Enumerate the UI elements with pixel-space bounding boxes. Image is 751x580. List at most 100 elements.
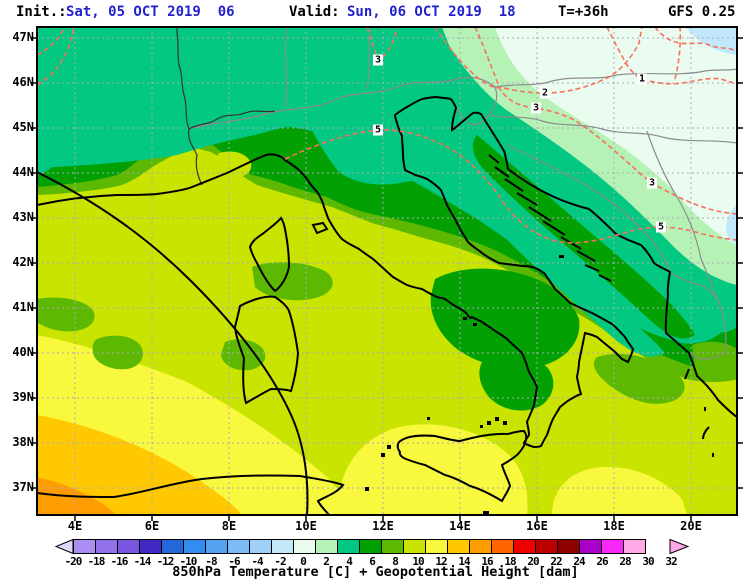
- isotherm-value-label: 3: [646, 177, 658, 189]
- colorbar-title: 850hPa Temperature [C] + Geopotential He…: [172, 564, 579, 580]
- lat-label: 47N: [12, 30, 34, 44]
- colorbar-tick-label: 0: [300, 555, 307, 568]
- colorbar-tick-label: 18: [504, 555, 516, 568]
- colorbar-cell: [95, 539, 118, 554]
- colorbar-cell: [337, 539, 360, 554]
- lat-label: 41N: [12, 300, 34, 314]
- lon-label: 12E: [372, 519, 394, 533]
- colorbar-cell: [227, 539, 250, 554]
- lon-label: 20E: [680, 519, 702, 533]
- colorbar-cell: [403, 539, 426, 554]
- weather-map: [31, 26, 743, 521]
- colorbar-cell: [117, 539, 140, 554]
- colorbar-tick-label: 30: [642, 555, 654, 568]
- colorbar-cell: [161, 539, 184, 554]
- valid-value: Sun, 06 OCT 2019 18: [347, 4, 516, 20]
- isotherm-value-label: 5: [655, 221, 667, 233]
- model-label: GFS 0.25: [668, 4, 736, 20]
- small-islands: [365, 255, 564, 514]
- lat-label: 38N: [12, 435, 34, 449]
- lat-label: 46N: [12, 75, 34, 89]
- colorbar-tick-label: 32: [665, 555, 677, 568]
- colorbar-cell: [271, 539, 294, 554]
- colorbar-cell: [315, 539, 338, 554]
- isotherm-value-label: 1: [636, 73, 648, 85]
- colorbar-tick-label: -6: [228, 555, 240, 568]
- colorbar-cell: [601, 539, 624, 554]
- colorbar-tick-label: 6: [369, 555, 376, 568]
- lat-lon-grid: [37, 27, 737, 515]
- map-border: [36, 26, 738, 516]
- colorbar-cell: [491, 539, 514, 554]
- lat-label: 44N: [12, 165, 34, 179]
- valid-label: Valid:: [289, 4, 340, 20]
- colorbar-cell: [249, 539, 272, 554]
- colorbar-tick-label: 14: [458, 555, 470, 568]
- height-contour: [37, 171, 309, 515]
- coastlines: [37, 95, 737, 515]
- colorbar-cell: [139, 539, 162, 554]
- init-label: Init.:: [16, 4, 67, 20]
- lat-label: 45N: [12, 120, 34, 134]
- colorbar-tick-label: 16: [481, 555, 493, 568]
- colorbar-cell: [623, 539, 646, 554]
- lon-label: 6E: [144, 519, 160, 533]
- colorbar-tick-label: 10: [412, 555, 424, 568]
- colorbar-tick-label: 12: [435, 555, 447, 568]
- colorbar-cell: [513, 539, 536, 554]
- lon-label: 14E: [449, 519, 471, 533]
- isotherm-value-label: 5: [372, 124, 384, 136]
- colorbar: [73, 539, 646, 554]
- colorbar-cell: [381, 539, 404, 554]
- colorbar-tick-label: 26: [596, 555, 608, 568]
- colorbar-tick-label: 22: [550, 555, 562, 568]
- lat-label: 37N: [12, 480, 34, 494]
- colorbar-tick-label: -12: [156, 555, 175, 568]
- colorbar-cell: [293, 539, 316, 554]
- colorbar-cell: [425, 539, 448, 554]
- colorbar-cell: [73, 539, 96, 554]
- isotherm-value-label: 3: [530, 102, 542, 114]
- colorbar-tick-label: 4: [346, 555, 353, 568]
- colorbar-tick-label: 20: [527, 555, 539, 568]
- country-borders: [188, 27, 737, 360]
- colorbar-tick-label: -4: [251, 555, 263, 568]
- colorbar-left-arrow: [54, 538, 74, 555]
- colorbar-tick-label: -16: [110, 555, 129, 568]
- lat-label: 39N: [12, 390, 34, 404]
- colorbar-tick-label: -20: [64, 555, 83, 568]
- colorbar-cell: [469, 539, 492, 554]
- colorbar-cell: [535, 539, 558, 554]
- colorbar-tick-label: -14: [133, 555, 152, 568]
- colorbar-cell: [579, 539, 602, 554]
- lead-time-label: T=+36h: [558, 4, 609, 20]
- lon-label: 10E: [295, 519, 317, 533]
- colorbar-tick-label: -18: [87, 555, 106, 568]
- lon-label: 18E: [603, 519, 625, 533]
- isotherm-value-label: 2: [539, 87, 551, 99]
- colorbar-cell: [205, 539, 228, 554]
- alpine-borders: [176, 27, 276, 186]
- temperature-field: [37, 27, 737, 515]
- init-value: Sat, 05 OCT 2019 06: [66, 4, 235, 20]
- lat-label: 42N: [12, 255, 34, 269]
- colorbar-tick-label: 8: [392, 555, 399, 568]
- colorbar-tick-label: 2: [323, 555, 330, 568]
- axis-ticks: [31, 37, 743, 521]
- colorbar-tick-label: 24: [573, 555, 585, 568]
- colorbar-cell: [447, 539, 470, 554]
- colorbar-tick-label: -2: [274, 555, 286, 568]
- isotherm-value-label: 3: [372, 54, 384, 66]
- lon-label: 8E: [221, 519, 237, 533]
- colorbar-cell: [359, 539, 382, 554]
- colorbar-tick-label: -10: [179, 555, 198, 568]
- colorbar-cell: [183, 539, 206, 554]
- colorbar-tick-label: -8: [205, 555, 217, 568]
- lon-label: 16E: [526, 519, 548, 533]
- lat-label: 40N: [12, 345, 34, 359]
- colorbar-right-arrow: [669, 538, 690, 555]
- lon-label: 4E: [67, 519, 83, 533]
- lat-label: 43N: [12, 210, 34, 224]
- colorbar-cell: [557, 539, 580, 554]
